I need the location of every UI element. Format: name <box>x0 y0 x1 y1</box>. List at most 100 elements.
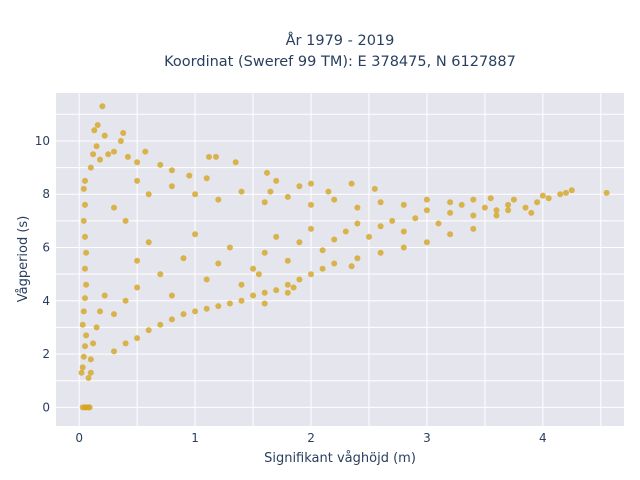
data-point <box>250 265 257 272</box>
data-point <box>83 332 90 339</box>
axis-ticks: 0 1 2 3 4 0 2 4 6 8 10 <box>35 134 547 445</box>
data-point <box>354 220 361 227</box>
data-point <box>238 281 245 288</box>
y-axis-label: Vågperiod (s) <box>16 216 31 303</box>
data-point <box>101 132 108 139</box>
data-point <box>264 169 270 176</box>
data-point <box>261 289 268 296</box>
data-point <box>93 324 100 331</box>
data-point <box>145 239 152 246</box>
data-point <box>85 375 92 381</box>
data-point <box>168 316 175 323</box>
data-point <box>267 188 274 195</box>
data-point <box>534 199 541 206</box>
data-point <box>423 239 430 246</box>
data-point <box>354 204 361 211</box>
data-point <box>493 207 500 214</box>
data-point <box>215 196 222 203</box>
data-point <box>134 257 141 264</box>
data-point <box>505 207 512 214</box>
data-point <box>192 191 199 198</box>
data-point <box>94 122 101 128</box>
data-point <box>142 148 149 155</box>
data-point <box>90 340 97 347</box>
data-point <box>105 151 112 158</box>
data-point <box>308 225 314 232</box>
data-point <box>261 249 268 256</box>
data-point <box>505 201 512 208</box>
data-point <box>603 189 610 196</box>
x-tick-label: 2 <box>307 431 315 445</box>
y-tick-label: 0 <box>42 400 50 414</box>
data-point <box>563 189 569 196</box>
data-point <box>284 289 291 296</box>
data-point <box>331 260 338 267</box>
data-point <box>273 233 280 240</box>
data-point <box>232 159 239 166</box>
data-point <box>122 217 129 224</box>
data-point <box>226 244 233 251</box>
data-point <box>124 153 131 160</box>
y-tick-label: 4 <box>42 294 50 308</box>
data-point <box>134 335 141 342</box>
data-point <box>186 172 193 179</box>
data-point <box>284 281 291 288</box>
data-point <box>238 297 245 304</box>
data-point <box>111 148 117 155</box>
data-point <box>539 192 546 199</box>
data-point <box>284 257 291 264</box>
data-point <box>331 236 338 243</box>
data-point <box>79 364 86 371</box>
data-point <box>400 228 407 235</box>
data-point <box>522 204 529 211</box>
data-point <box>117 138 124 144</box>
data-point <box>389 217 396 224</box>
y-tick-label: 6 <box>42 241 50 255</box>
data-point <box>82 343 88 350</box>
data-point <box>487 195 494 202</box>
data-point <box>319 265 326 272</box>
data-point <box>545 195 552 202</box>
grid-lines <box>56 93 624 426</box>
data-point <box>377 199 384 206</box>
data-point <box>296 239 303 246</box>
x-tick-label: 0 <box>75 431 83 445</box>
data-point <box>192 231 199 238</box>
data-point <box>80 185 87 192</box>
data-point <box>157 271 164 278</box>
x-tick-label: 4 <box>539 431 547 445</box>
data-point <box>261 199 268 206</box>
data-point <box>226 300 233 307</box>
data-point <box>93 143 100 150</box>
data-point <box>82 295 88 302</box>
data-point <box>122 297 129 304</box>
data-point <box>83 249 90 256</box>
data-point <box>203 276 210 283</box>
data-point <box>348 263 355 270</box>
data-point <box>308 201 314 208</box>
data-point <box>296 183 303 190</box>
data-point <box>87 164 94 171</box>
data-point <box>400 244 407 251</box>
data-point <box>157 321 164 328</box>
data-point <box>447 209 454 216</box>
data-point <box>510 196 517 203</box>
chart-title-line-1: År 1979 - 2019 <box>286 32 395 49</box>
data-point <box>83 281 90 288</box>
data-point <box>423 207 430 214</box>
data-point <box>470 196 477 203</box>
data-point <box>82 233 88 240</box>
data-point <box>366 233 372 240</box>
data-point <box>308 180 314 187</box>
data-point <box>145 191 152 198</box>
data-point <box>111 348 117 355</box>
data-point <box>250 292 257 299</box>
data-point <box>122 340 129 347</box>
data-point <box>192 308 199 315</box>
data-point <box>203 175 210 182</box>
data-point <box>568 187 575 194</box>
data-point <box>168 183 175 190</box>
x-tick-label: 1 <box>191 431 199 445</box>
x-tick-label: 3 <box>423 431 431 445</box>
data-point <box>111 204 117 211</box>
